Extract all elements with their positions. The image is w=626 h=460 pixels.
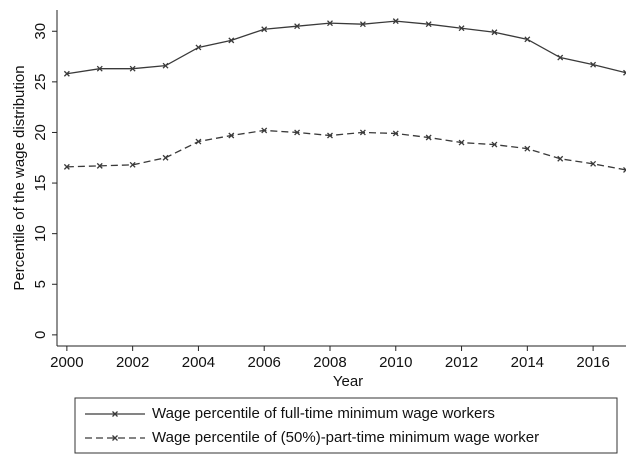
y-tick-label: 15 (32, 175, 49, 192)
x-tick-label: 2012 (445, 354, 478, 371)
x-axis-title: Year (333, 373, 363, 390)
legend-label: Wage percentile of full-time minimum wag… (152, 405, 495, 422)
x-tick-label: 2014 (511, 354, 544, 371)
x-tick-label: 2004 (182, 354, 215, 371)
y-tick-label: 5 (32, 280, 49, 288)
legend-label: Wage percentile of (50%)-part-time minim… (152, 429, 539, 446)
x-tick-label: 2000 (50, 354, 83, 371)
y-tick-label: 25 (32, 74, 49, 91)
x-tick-label: 2016 (576, 354, 609, 371)
x-tick-label: 2008 (313, 354, 346, 371)
marker (163, 155, 168, 160)
series-line (67, 21, 626, 74)
y-tick-label: 30 (32, 23, 49, 40)
x-tick-label: 2002 (116, 354, 149, 371)
x-tick-label: 2006 (248, 354, 281, 371)
series-line (67, 130, 626, 169)
x-tick-label: 2010 (379, 354, 412, 371)
y-tick-label: 20 (32, 124, 49, 141)
y-axis-title: Percentile of the wage distribution (11, 65, 28, 290)
y-tick-label: 0 (32, 331, 49, 339)
y-tick-label: 10 (32, 225, 49, 242)
